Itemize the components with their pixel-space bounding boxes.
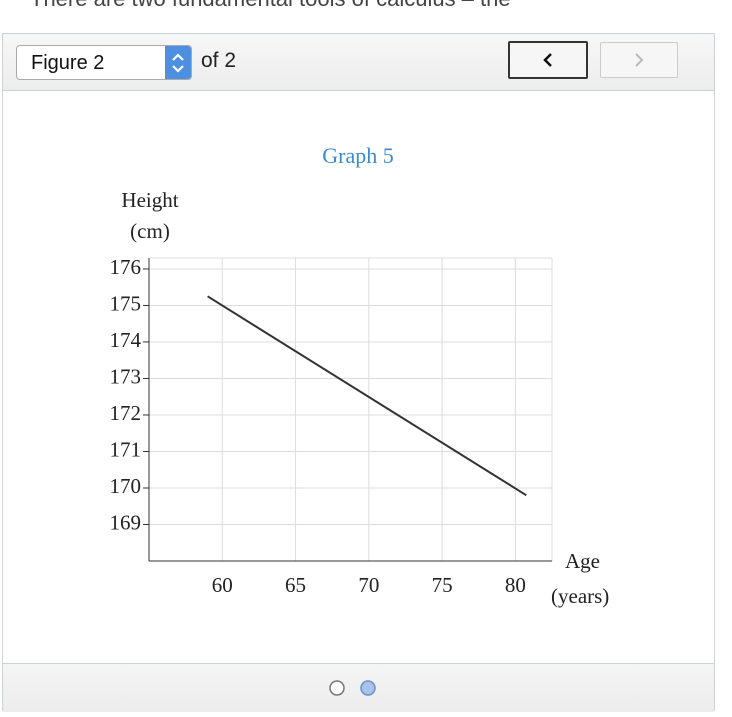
x-tick-label: 75 xyxy=(432,573,453,597)
x-tick-label: 80 xyxy=(505,573,526,597)
page-dot-current[interactable] xyxy=(360,680,376,696)
select-text: Figure 2 xyxy=(31,52,105,74)
y-tick-label: 175 xyxy=(110,291,142,315)
y-tick-label: 173 xyxy=(110,364,142,388)
pager xyxy=(3,663,714,712)
chart: Graph 5 Height (cm) Age (years) 169 170 17… xyxy=(110,143,610,608)
header: There are two fundamental tools of calcu… xyxy=(0,0,732,33)
y-tick-label: 169 xyxy=(110,510,142,534)
y-tick-label: 176 xyxy=(110,255,142,279)
y-label: Height xyxy=(121,188,178,212)
chart-title: Graph 5 xyxy=(322,143,393,168)
arrows-icon xyxy=(172,53,184,73)
prev-icon xyxy=(543,53,552,67)
y-tick-label: 170 xyxy=(110,474,142,498)
y-tick-label: 172 xyxy=(110,401,142,425)
data-line xyxy=(207,295,527,497)
select-arrows xyxy=(165,46,191,79)
x-tick-label: 70 xyxy=(358,573,379,597)
page-dot[interactable] xyxy=(329,680,345,696)
x-tick-label: 60 xyxy=(212,573,233,597)
y-label: (cm) xyxy=(130,219,170,243)
x-tick-label: 65 xyxy=(285,573,306,597)
next-icon xyxy=(635,53,644,67)
x-label: Age xyxy=(565,549,600,573)
pager-dots xyxy=(329,680,376,696)
x-label: (years) xyxy=(551,584,609,608)
of-text: of 2 xyxy=(201,49,237,72)
prev-button[interactable] xyxy=(508,41,588,79)
y-tick-label: 174 xyxy=(110,328,142,352)
figure-panel: Figure 2 of 2 xyxy=(2,33,715,712)
y-tick-label: 171 xyxy=(110,437,142,461)
next-button[interactable] xyxy=(600,42,678,78)
figure-select[interactable]: Figure 2 xyxy=(16,45,192,80)
toolbar: Figure 2 of 2 xyxy=(3,34,714,91)
header-text: There are two fundamental tools of calcu… xyxy=(30,0,511,12)
